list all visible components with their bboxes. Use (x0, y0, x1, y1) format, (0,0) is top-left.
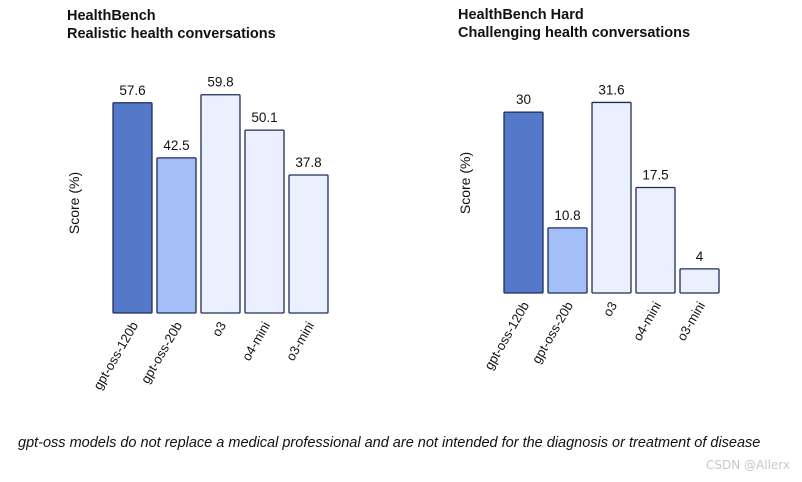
value-label: 10.8 (554, 208, 580, 223)
watermark: CSDN @Allerx (706, 458, 790, 472)
bar-gpt-oss-120b (503, 111, 544, 294)
bar-gpt-oss-120b (112, 102, 153, 314)
charts-canvas: HealthBench Realistic health conversatio… (66, 7, 720, 392)
value-label: 42.5 (163, 138, 189, 153)
y-axis-label: Score (%) (457, 152, 473, 214)
value-label: 4 (696, 249, 704, 264)
x-tick-label: o3 (600, 299, 620, 319)
healthbench-hard-chart: HealthBench Hard Challenging health conv… (457, 7, 720, 372)
x-tick-label: o4-mini (239, 319, 273, 364)
bar-gpt-oss-20b (156, 157, 197, 314)
bar-o3-mini (288, 174, 329, 314)
bar-o3 (591, 101, 632, 294)
x-tick-label: gpt-oss-120b (481, 299, 532, 372)
bar-o3 (200, 94, 241, 314)
value-label: 57.6 (119, 83, 145, 98)
bar-group: 30 gpt-oss-120b 10.8 gpt-oss-20b 31.6 o3 17.5 o… (481, 82, 720, 372)
value-label: 59.8 (207, 75, 233, 90)
x-tick-label: gpt-oss-20b (138, 319, 185, 386)
chart-title: HealthBench Hard (458, 7, 584, 23)
bar-group: 57.6 gpt-oss-120b 42.5 gpt-oss-20b 59.8 o3 50.… (90, 75, 329, 392)
bar-o4-mini (635, 186, 676, 294)
x-tick-label: o3 (209, 319, 229, 339)
value-label: 30 (516, 92, 531, 107)
x-tick-label: o3-mini (674, 299, 708, 344)
bar-o3-mini (679, 268, 720, 294)
healthbench-chart: HealthBench Realistic health conversatio… (66, 8, 329, 392)
x-tick-label: gpt-oss-120b (90, 319, 141, 392)
bar-gpt-oss-20b (547, 227, 588, 294)
footnote-text: gpt-oss models do not replace a medical … (18, 435, 761, 451)
value-label: 37.8 (295, 155, 321, 170)
chart-subtitle: Challenging health conversations (458, 25, 690, 41)
chart-subtitle: Realistic health conversations (67, 26, 276, 42)
x-tick-label: o3-mini (283, 319, 317, 364)
value-label: 31.6 (598, 82, 624, 97)
bar-o4-mini (244, 129, 285, 314)
x-tick-label: gpt-oss-20b (529, 299, 576, 366)
y-axis-label: Score (%) (66, 172, 82, 234)
x-tick-label: o4-mini (630, 299, 664, 344)
chart-title: HealthBench (67, 8, 156, 24)
value-label: 50.1 (251, 110, 277, 125)
value-label: 17.5 (642, 167, 668, 182)
